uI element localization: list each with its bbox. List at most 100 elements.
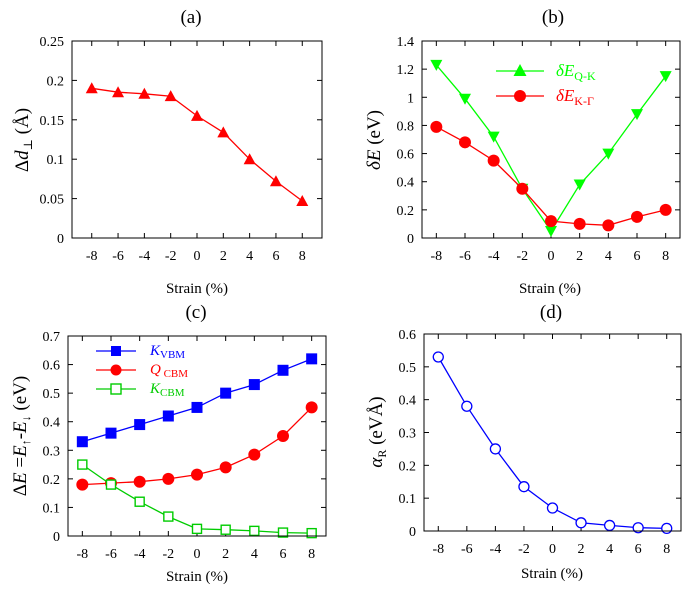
panel-b-title: (b) — [542, 7, 564, 28]
x-tick-label: 0 — [548, 249, 555, 264]
data-point — [138, 87, 151, 99]
y-tick-label: 0 — [53, 530, 60, 545]
y-tick-label: 0.6 — [397, 148, 415, 163]
panel-c-series — [76, 353, 318, 539]
panel-d-ylabel: αR (eVÅ) — [366, 396, 389, 467]
data-point — [164, 90, 177, 102]
panel-a-ylabel-unit: (Å) — [12, 108, 33, 139]
x-tick-label: 2 — [578, 542, 585, 557]
data-point — [76, 478, 89, 491]
panel-a-xlabel: Strain (%) — [166, 281, 228, 297]
panel-b-legend: δEQ-K δEK-Γ — [496, 61, 596, 108]
data-point — [545, 215, 557, 228]
y-tick-label: 0.1 — [47, 153, 65, 168]
x-tick-label: -6 — [112, 249, 124, 264]
panel-a-ylabel: Δd⊥ (Å) — [12, 108, 35, 172]
data-point — [546, 502, 559, 514]
data-point — [220, 387, 232, 399]
x-tick-label: -4 — [488, 249, 500, 264]
x-tick-label: 2 — [576, 249, 583, 264]
data-point — [248, 379, 260, 391]
data-point — [134, 496, 145, 507]
y-tick-label: 0.3 — [43, 444, 61, 459]
data-point — [243, 153, 256, 165]
legend-marker-KVBM — [111, 346, 121, 356]
panel-d: (d) -8 -6 -4 -2 0 2 4 6 8 0 0.1 0.2 0.3 0.4 0.5 0.6 Str… — [366, 302, 682, 582]
data-point — [430, 120, 443, 133]
panel-c-xlabel: Strain (%) — [166, 569, 228, 585]
y-tick-label: 0.5 — [399, 361, 417, 376]
y-tick-label: 0.2 — [397, 204, 415, 219]
y-tick-label: 0.8 — [397, 119, 415, 134]
x-tick-label: 8 — [663, 542, 670, 557]
panel-a-ylabel-delta: Δ — [12, 160, 33, 172]
data-point — [105, 427, 117, 439]
data-point — [516, 182, 529, 195]
data-point — [489, 443, 502, 455]
panel-c-legend: KVBM Q CBM KCBM — [96, 343, 188, 399]
data-point — [191, 468, 203, 481]
y-tick-label: 0.2 — [43, 473, 61, 488]
x-tick-label: -2 — [516, 249, 528, 264]
data-point — [459, 93, 471, 105]
panel-c-title: (c) — [185, 302, 206, 323]
legend-marker-QCBM — [110, 364, 122, 376]
data-point — [85, 82, 98, 94]
panel-d-ticks: -8 -6 -4 -2 0 2 4 6 8 0 0.1 0.2 0.3 0.4 0.5 0.6 — [399, 328, 681, 557]
y-tick-label: 0.15 — [40, 114, 65, 129]
data-point — [305, 401, 318, 414]
x-tick-label: 6 — [272, 249, 279, 264]
data-point — [163, 511, 174, 522]
data-point — [661, 522, 673, 535]
legend-label-KCBM: KCBM — [149, 381, 185, 399]
data-point — [269, 175, 282, 187]
data-point — [459, 136, 471, 149]
data-point — [112, 86, 125, 98]
panel-a: (a) -8 -6 -4 -2 0 2 4 6 8 0 0.05 0.1 0.15 0.2 0.25 Str… — [12, 7, 323, 297]
panel-a-title: (a) — [180, 7, 201, 28]
panel-b: (b) -8 -6 -4 -2 0 2 4 6 8 0 0.2 0.4 0.6 0.8 1 1.2 1.4 St… — [364, 7, 681, 297]
data-point — [217, 126, 230, 138]
y-tick-label: 0.05 — [40, 193, 65, 208]
x-tick-label: -8 — [432, 542, 444, 557]
y-tick-label: 0.1 — [399, 492, 417, 507]
data-point — [296, 194, 309, 206]
panel-a-ylabel-d: d — [12, 150, 33, 160]
data-point — [430, 59, 443, 71]
y-tick-label: 0.1 — [43, 501, 61, 516]
x-tick-label: 4 — [606, 542, 613, 557]
x-tick-label: 6 — [634, 249, 641, 264]
x-tick-label: -6 — [459, 249, 471, 264]
y-tick-label: 0.2 — [399, 459, 417, 474]
x-tick-label: -4 — [139, 249, 151, 264]
panel-b-xlabel: Strain (%) — [519, 281, 581, 297]
series-line-0 — [435, 64, 667, 233]
x-tick-label: 0 — [549, 542, 556, 557]
data-point — [162, 410, 174, 422]
data-point — [191, 401, 203, 413]
x-tick-label: -2 — [518, 542, 530, 557]
y-tick-label: 0.7 — [43, 330, 61, 345]
x-tick-label: 4 — [246, 249, 253, 264]
x-tick-label: -8 — [86, 249, 98, 264]
panel-c: (c) -8 -6 -4 -2 0 2 4 6 800.10.20.30.40.50.60.7 … — [10, 302, 327, 585]
x-tick-label: 2 — [222, 547, 229, 562]
data-point — [487, 131, 500, 143]
y-tick-label: 0.4 — [399, 394, 417, 409]
x-tick-label: -8 — [76, 547, 88, 562]
y-tick-label: 0.5 — [43, 387, 61, 402]
data-point — [631, 210, 643, 223]
panel-b-ylabel: δE (eV) — [364, 110, 385, 170]
data-point — [518, 481, 530, 493]
data-point — [573, 179, 586, 191]
data-point — [219, 461, 232, 474]
data-point — [248, 448, 261, 461]
panel-d-title: (d) — [540, 302, 562, 323]
x-tick-label: -4 — [134, 547, 146, 562]
data-point — [432, 351, 444, 363]
series-line-0 — [91, 87, 303, 202]
data-point — [191, 523, 203, 535]
data-point — [632, 522, 644, 534]
data-point — [602, 148, 615, 160]
